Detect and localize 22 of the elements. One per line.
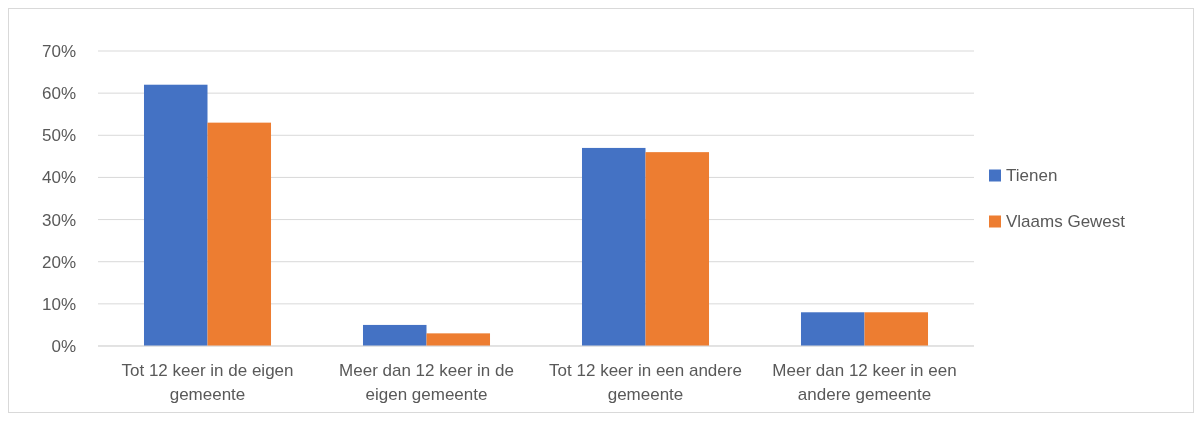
y-tick-label: 10% (41, 294, 76, 314)
y-tick-label: 20% (41, 252, 76, 272)
bar (864, 312, 929, 346)
bar (362, 324, 427, 346)
bar (645, 152, 710, 346)
x-tick-label: Meer dan 12 keer in de eigen gemeente (339, 361, 514, 404)
y-tick-label: 0% (51, 336, 76, 356)
y-tick-label: 40% (41, 168, 76, 188)
x-tick-label: Tot 12 keer in een andere gemeente (549, 361, 742, 404)
y-tick-label: 70% (41, 41, 76, 61)
bar (581, 147, 646, 346)
y-tick-label: 50% (41, 126, 76, 146)
legend-label: Tienen (1006, 166, 1058, 186)
y-tick-label: 30% (41, 210, 76, 230)
x-tick-label: Tot 12 keer in de eigen gemeente (121, 361, 294, 404)
legend-label: Vlaams Gewest (1006, 212, 1126, 232)
y-tick-label: 60% (41, 84, 76, 104)
bar (143, 84, 208, 346)
bar (207, 122, 272, 346)
bar (800, 312, 865, 346)
x-tick-label: Meer dan 12 keer in een andere gemeente (772, 361, 957, 404)
bar (426, 333, 491, 346)
